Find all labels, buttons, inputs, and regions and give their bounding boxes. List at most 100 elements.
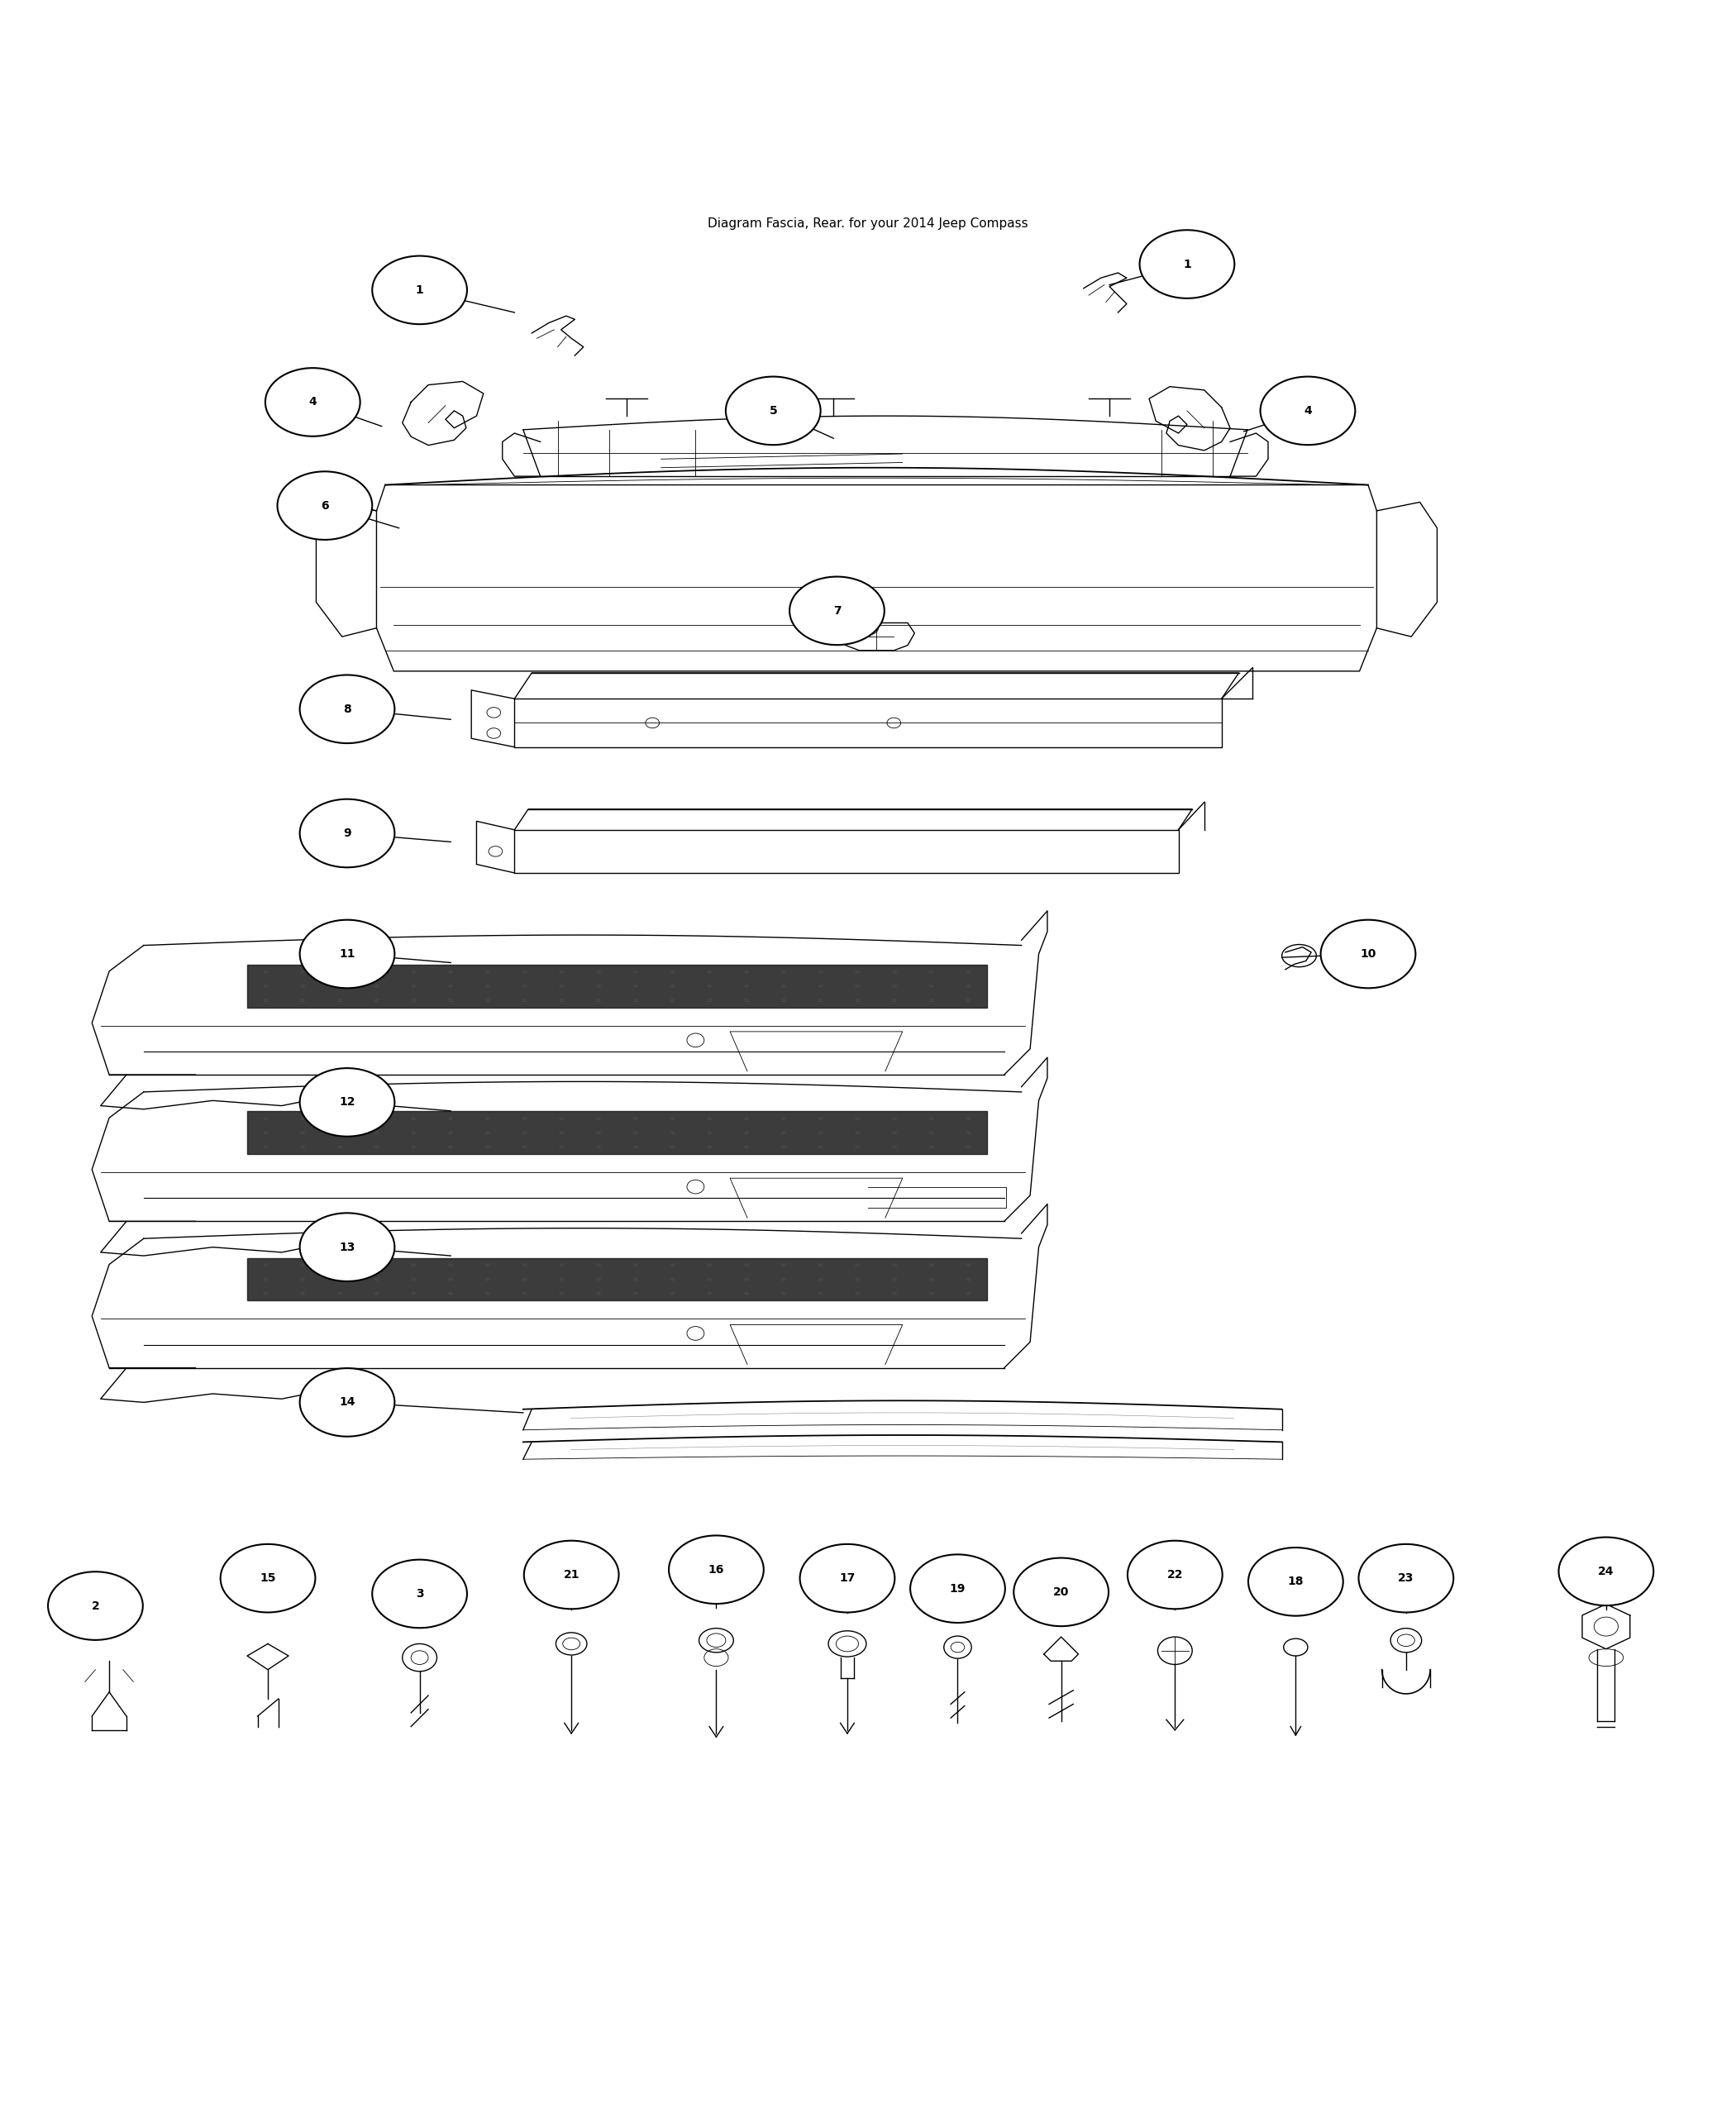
- Ellipse shape: [411, 984, 417, 989]
- Ellipse shape: [448, 1132, 453, 1134]
- Ellipse shape: [484, 1145, 490, 1149]
- Ellipse shape: [668, 1535, 764, 1604]
- Ellipse shape: [745, 970, 750, 974]
- Ellipse shape: [484, 1132, 490, 1134]
- Ellipse shape: [965, 970, 970, 974]
- Ellipse shape: [781, 970, 786, 974]
- Ellipse shape: [373, 1132, 378, 1134]
- Ellipse shape: [373, 1263, 378, 1267]
- Ellipse shape: [220, 1543, 316, 1613]
- Ellipse shape: [337, 1263, 342, 1267]
- Ellipse shape: [448, 1277, 453, 1282]
- Ellipse shape: [411, 1263, 417, 1267]
- Ellipse shape: [300, 1069, 394, 1136]
- Ellipse shape: [559, 1277, 564, 1282]
- Ellipse shape: [373, 970, 378, 974]
- Ellipse shape: [929, 1292, 934, 1294]
- Text: 7: 7: [833, 605, 840, 616]
- Ellipse shape: [264, 1263, 269, 1267]
- Ellipse shape: [781, 1145, 786, 1149]
- Ellipse shape: [264, 984, 269, 989]
- Ellipse shape: [448, 984, 453, 989]
- Ellipse shape: [411, 1117, 417, 1119]
- Text: 20: 20: [1054, 1585, 1069, 1598]
- Text: 5: 5: [769, 405, 778, 417]
- Ellipse shape: [337, 1277, 342, 1282]
- Ellipse shape: [373, 1145, 378, 1149]
- Ellipse shape: [411, 970, 417, 974]
- Ellipse shape: [707, 1263, 712, 1267]
- Ellipse shape: [595, 1145, 601, 1149]
- Ellipse shape: [278, 472, 372, 540]
- Ellipse shape: [595, 1277, 601, 1282]
- Ellipse shape: [373, 999, 378, 1001]
- Ellipse shape: [854, 1145, 859, 1149]
- Ellipse shape: [523, 999, 528, 1001]
- Ellipse shape: [965, 1117, 970, 1119]
- Ellipse shape: [892, 1292, 898, 1294]
- Ellipse shape: [1559, 1537, 1653, 1606]
- Ellipse shape: [707, 984, 712, 989]
- Text: 10: 10: [1359, 949, 1377, 959]
- Ellipse shape: [892, 1277, 898, 1282]
- Ellipse shape: [707, 1145, 712, 1149]
- Ellipse shape: [523, 1277, 528, 1282]
- Ellipse shape: [670, 1145, 675, 1149]
- Ellipse shape: [411, 1277, 417, 1282]
- Ellipse shape: [892, 999, 898, 1001]
- Ellipse shape: [745, 1292, 750, 1294]
- Text: 1: 1: [415, 285, 424, 295]
- Ellipse shape: [559, 970, 564, 974]
- Ellipse shape: [854, 1277, 859, 1282]
- Ellipse shape: [818, 1145, 823, 1149]
- Ellipse shape: [745, 1145, 750, 1149]
- Ellipse shape: [670, 1117, 675, 1119]
- Ellipse shape: [411, 1145, 417, 1149]
- Ellipse shape: [300, 1117, 306, 1119]
- Text: 23: 23: [1397, 1573, 1415, 1583]
- Ellipse shape: [781, 999, 786, 1001]
- Ellipse shape: [854, 999, 859, 1001]
- Ellipse shape: [854, 1292, 859, 1294]
- Ellipse shape: [300, 1277, 306, 1282]
- Ellipse shape: [264, 1277, 269, 1282]
- Ellipse shape: [484, 1277, 490, 1282]
- Ellipse shape: [448, 1263, 453, 1267]
- Ellipse shape: [264, 999, 269, 1001]
- Ellipse shape: [448, 1292, 453, 1294]
- Ellipse shape: [854, 1117, 859, 1119]
- Ellipse shape: [337, 984, 342, 989]
- Ellipse shape: [484, 1117, 490, 1119]
- Ellipse shape: [300, 919, 394, 989]
- Ellipse shape: [49, 1573, 142, 1640]
- Ellipse shape: [559, 1117, 564, 1119]
- Ellipse shape: [781, 1263, 786, 1267]
- Ellipse shape: [448, 1117, 453, 1119]
- Ellipse shape: [781, 1292, 786, 1294]
- Text: Diagram Fascia, Rear. for your 2014 Jeep Compass: Diagram Fascia, Rear. for your 2014 Jeep…: [708, 217, 1028, 230]
- Ellipse shape: [1139, 230, 1234, 299]
- Ellipse shape: [373, 984, 378, 989]
- Ellipse shape: [707, 1277, 712, 1282]
- Ellipse shape: [264, 1292, 269, 1294]
- Ellipse shape: [559, 1145, 564, 1149]
- Ellipse shape: [854, 1263, 859, 1267]
- Ellipse shape: [372, 255, 467, 325]
- Ellipse shape: [1260, 377, 1356, 445]
- Ellipse shape: [818, 1292, 823, 1294]
- Text: 21: 21: [562, 1568, 580, 1581]
- Ellipse shape: [818, 1117, 823, 1119]
- Text: 6: 6: [321, 500, 328, 512]
- Ellipse shape: [854, 1132, 859, 1134]
- Ellipse shape: [781, 1277, 786, 1282]
- Ellipse shape: [634, 1277, 639, 1282]
- Ellipse shape: [559, 1132, 564, 1134]
- Ellipse shape: [559, 1263, 564, 1267]
- Ellipse shape: [337, 1117, 342, 1119]
- Ellipse shape: [1248, 1547, 1344, 1617]
- Ellipse shape: [337, 970, 342, 974]
- Ellipse shape: [300, 1212, 394, 1282]
- Ellipse shape: [264, 970, 269, 974]
- Ellipse shape: [595, 999, 601, 1001]
- Ellipse shape: [372, 1560, 467, 1627]
